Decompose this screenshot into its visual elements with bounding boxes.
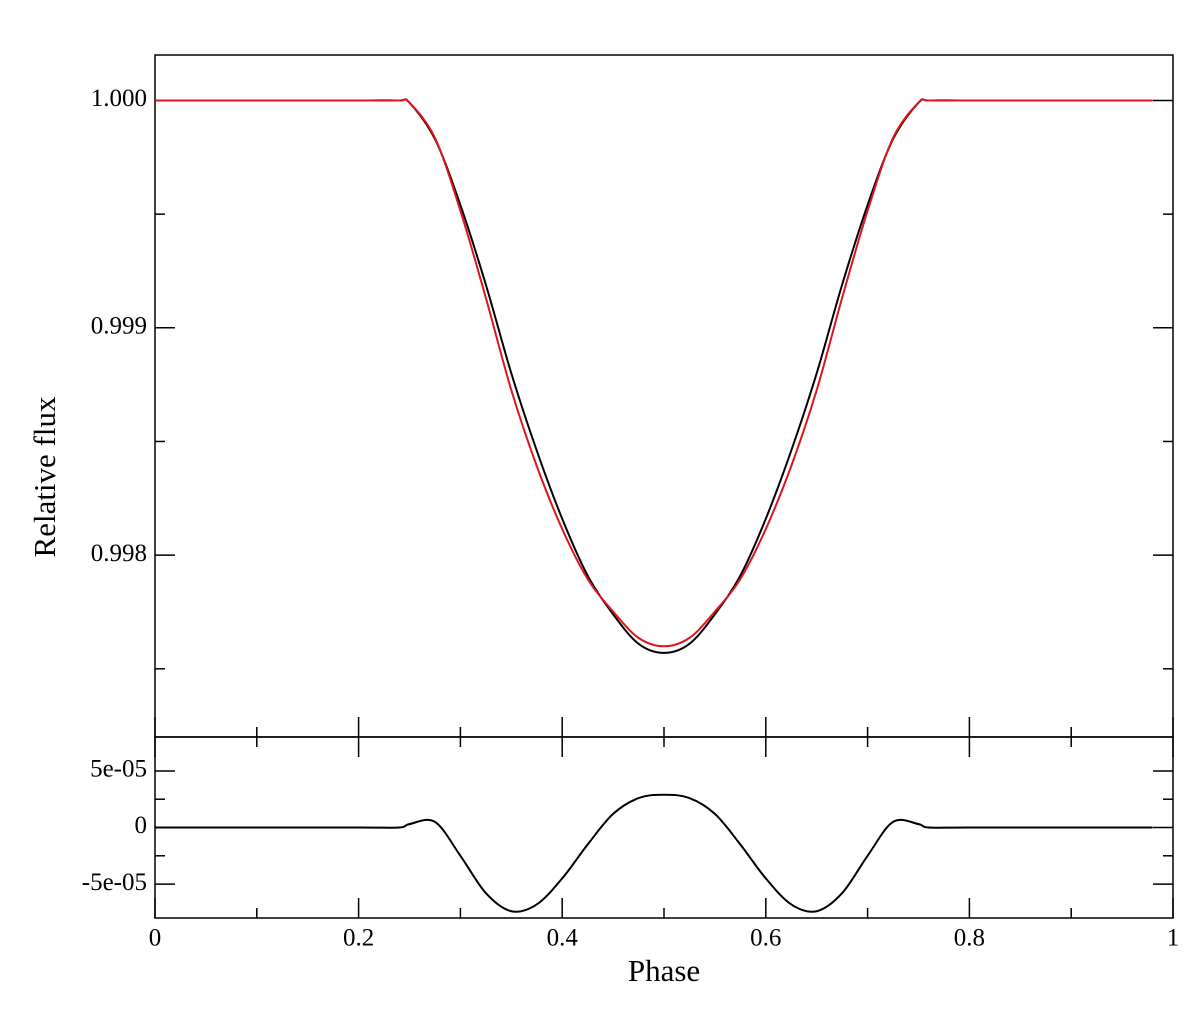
- y-tick-label: 5e-05: [90, 756, 147, 783]
- x-tick-label: 0.2: [343, 925, 374, 952]
- data-line: [155, 793, 1153, 913]
- y-tick-label: -5e-05: [82, 869, 147, 896]
- x-axis-label: Phase: [628, 953, 700, 988]
- y-tick-label: 1.000: [91, 85, 147, 112]
- data-line: [155, 98, 1153, 654]
- data-line: [155, 98, 1153, 648]
- x-tick-label: 0: [149, 925, 162, 952]
- y-axis-label: Relative flux: [27, 396, 62, 557]
- y-tick-label: 0: [135, 812, 148, 839]
- plot-frame: [154, 54, 1174, 738]
- x-tick-label: 0.8: [954, 925, 985, 952]
- x-tick-label: 0.6: [750, 925, 781, 952]
- x-tick-label: 1: [1167, 925, 1180, 952]
- x-tick-label: 0.4: [547, 925, 579, 952]
- y-tick-label: 0.998: [91, 540, 147, 567]
- y-tick-label: 0.999: [91, 313, 147, 340]
